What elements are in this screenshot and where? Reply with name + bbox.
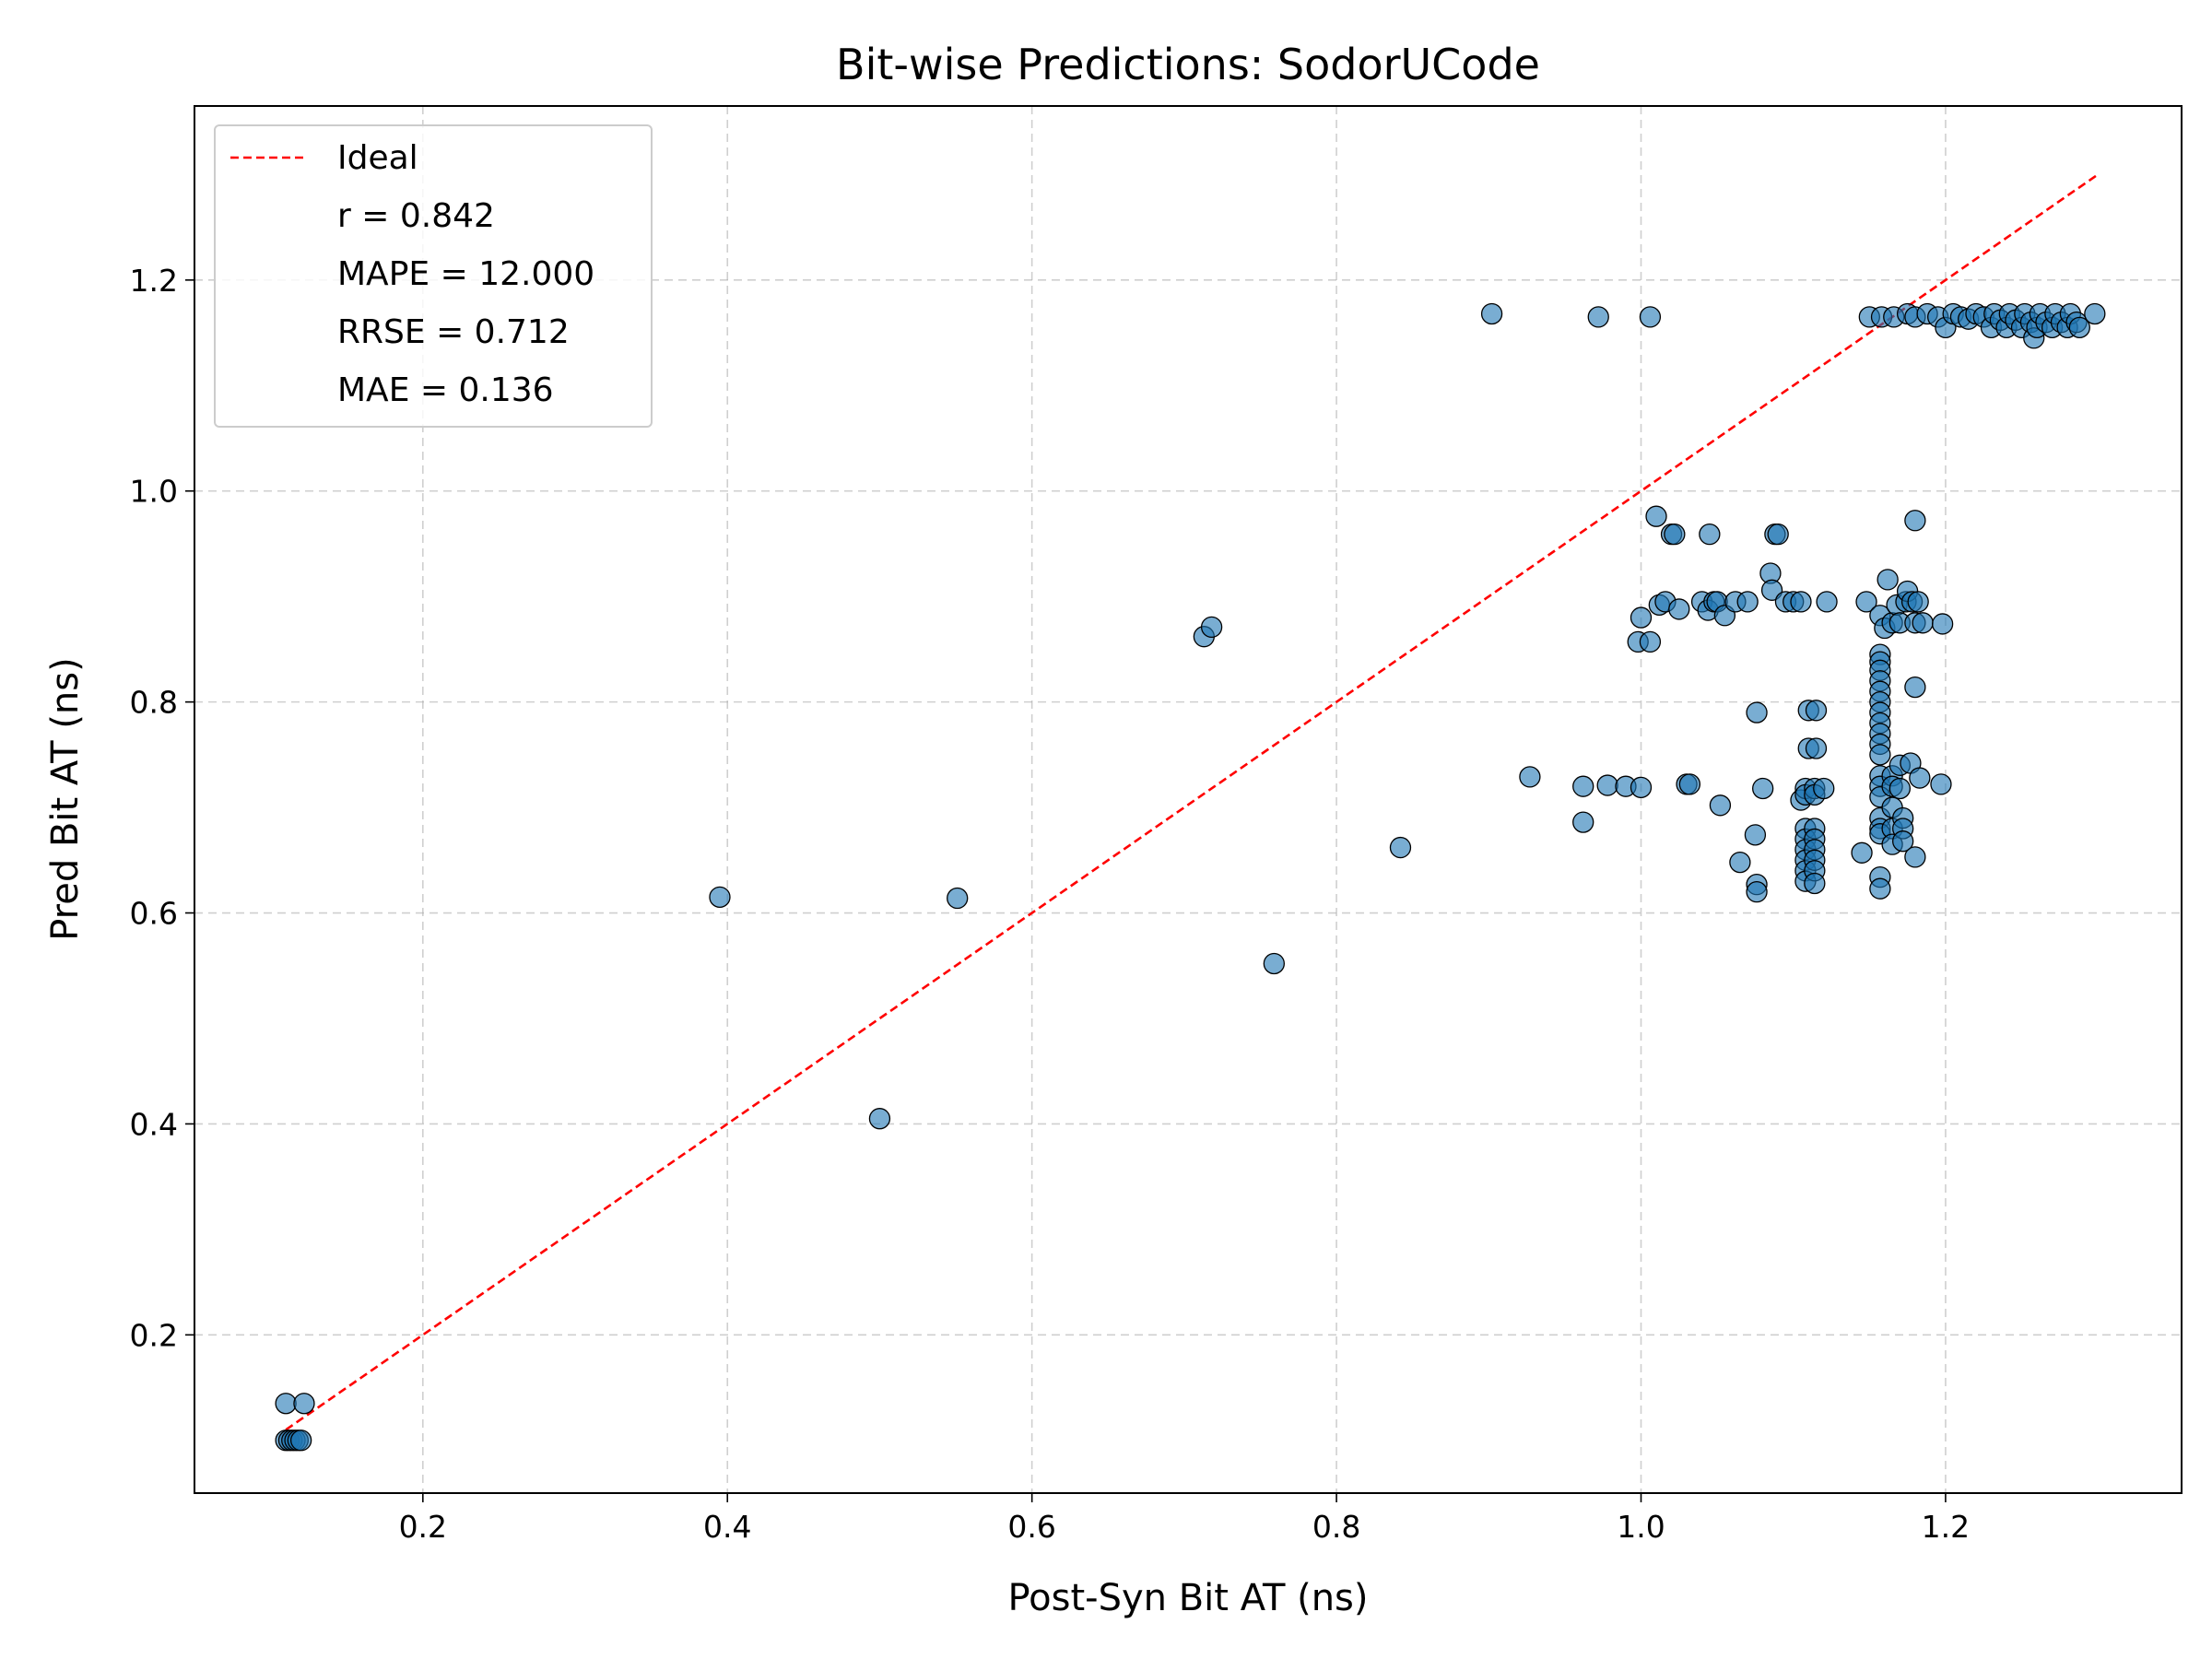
data-point: [275, 1393, 297, 1415]
data-point: [1645, 505, 1667, 527]
ideal-line: [285, 173, 2099, 1431]
y-tick-label: 0.4: [130, 1106, 178, 1142]
data-point: [1904, 676, 1926, 699]
legend-mae-label: MAE = 0.136: [337, 371, 554, 409]
data-point: [947, 887, 969, 910]
data-point: [1630, 776, 1653, 798]
data-point: [2084, 302, 2106, 325]
plot-frame: [194, 105, 2183, 1494]
data-point: [1668, 598, 1690, 620]
y-tick-label: 1.0: [130, 474, 178, 510]
x-axis-label: Post-Syn Bit AT (ns): [1007, 1577, 1368, 1619]
data-point: [1767, 524, 1789, 546]
chart-title: Bit-wise Predictions: SodorUCode: [836, 40, 1540, 89]
x-tick-label: 1.0: [1617, 1509, 1665, 1545]
data-point: [1816, 591, 1838, 613]
data-point: [1931, 613, 1954, 635]
data-point: [1888, 777, 1912, 800]
data-point: [1760, 579, 1783, 601]
data-point: [1200, 616, 1223, 639]
ideal-line-layer: [285, 173, 2099, 1431]
y-tick-label: 0.6: [130, 896, 178, 932]
data-point: [1699, 524, 1721, 546]
data-point: [1912, 612, 1934, 634]
data-point: [1572, 775, 1594, 797]
data-point: [709, 886, 731, 909]
data-points: [275, 302, 2106, 1452]
data-point: [293, 1393, 315, 1415]
data-point: [1519, 766, 1541, 788]
data-point: [1639, 630, 1662, 653]
data-point: [1892, 830, 1914, 853]
legend: Ideal r = 0.842 MAPE = 12.000 RRSE = 0.7…: [214, 124, 653, 428]
data-point: [1746, 701, 1768, 724]
legend-ideal-label: Ideal: [337, 139, 418, 177]
data-point: [1877, 569, 1899, 591]
y-tick-label: 0.2: [130, 1317, 178, 1353]
data-point: [289, 1430, 312, 1452]
data-point: [1596, 774, 1618, 796]
data-point: [1664, 524, 1686, 546]
legend-box: [214, 124, 653, 428]
y-tick-label: 1.2: [130, 263, 178, 299]
grid-lines: [194, 106, 2182, 1493]
data-point: [1736, 591, 1759, 613]
legend-rrse-label: RRSE = 0.712: [337, 313, 570, 351]
data-point: [1480, 302, 1503, 325]
x-tick-label: 1.2: [1922, 1509, 1970, 1545]
data-point: [1587, 306, 1609, 328]
data-point: [1263, 952, 1285, 975]
data-point: [868, 1108, 891, 1130]
data-point: [1869, 744, 1891, 766]
data-point: [1930, 773, 1952, 795]
data-point: [1904, 510, 1926, 532]
data-point: [1909, 767, 1931, 789]
legend-r-label: r = 0.842: [337, 197, 495, 235]
data-point: [1630, 606, 1653, 629]
data-point: [1907, 591, 1929, 613]
x-tick-label: 0.2: [399, 1509, 447, 1545]
data-point: [1869, 877, 1891, 900]
axis-ticks: 0.2 0.4 0.6 0.8 1.0 1.2 0.2 0.4 0.6 0.8 1.0 1.2: [130, 263, 1971, 1545]
data-point: [1744, 824, 1767, 846]
data-point: [1389, 836, 1412, 859]
y-tick-label: 0.8: [130, 685, 178, 721]
data-point: [1572, 811, 1594, 833]
data-point: [1639, 306, 1662, 328]
data-point: [1729, 851, 1751, 874]
data-point: [1813, 777, 1835, 800]
data-point: [1855, 591, 1877, 613]
data-point: [1790, 591, 1812, 613]
legend-mape-label: MAPE = 12.000: [337, 255, 594, 293]
data-point: [1709, 794, 1732, 817]
x-tick-label: 0.6: [1007, 1509, 1055, 1545]
data-point: [1752, 777, 1774, 800]
data-point: [1904, 846, 1926, 868]
data-point: [1805, 737, 1828, 759]
x-tick-label: 0.8: [1312, 1509, 1360, 1545]
x-tick-label: 0.4: [703, 1509, 751, 1545]
data-point: [1804, 872, 1826, 895]
data-point: [1851, 841, 1873, 864]
data-point: [1746, 880, 1768, 903]
data-point: [2068, 316, 2090, 338]
y-axis-label: Pred Bit AT (ns): [44, 657, 87, 940]
data-point: [1805, 700, 1828, 722]
data-point: [1678, 773, 1701, 795]
